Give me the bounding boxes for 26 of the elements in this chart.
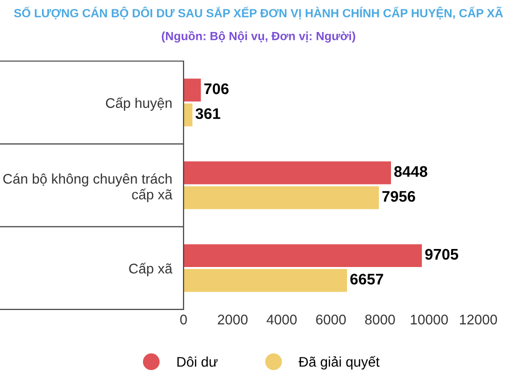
data-label: 6657	[350, 274, 384, 285]
y-tick-label: Cấp xã	[129, 262, 172, 276]
legend-label: Dôi dư	[177, 356, 218, 367]
legend-label: Đã giải quyết	[298, 356, 380, 370]
chart-title: SỐ LƯỢNG CÁN BỘ DÔI DƯ SAU SẮP XẾP ĐƠN VỊ HÀNH CHÍNH CẤP HUYỆN, CẤP XÃ	[14, 6, 503, 20]
data-label: 706	[204, 83, 229, 94]
bar	[184, 269, 348, 292]
data-label: 9705	[425, 248, 458, 260]
x-tick-label: 0	[180, 314, 187, 324]
x-tick-label: 12000	[460, 314, 497, 324]
x-tick-label: 8000	[365, 314, 395, 324]
chart-subtitle: (Nguồn: Bộ Nội vụ, Đơn vị: Người)	[162, 31, 356, 43]
x-tick-label: 2000	[218, 314, 248, 324]
bar	[184, 103, 192, 126]
data-label: 361	[196, 108, 220, 120]
bar	[184, 244, 422, 268]
y-tick-label: Cấp huyện	[106, 97, 172, 111]
x-tick-label: 10000	[410, 314, 448, 324]
bar	[184, 186, 379, 210]
x-tick-label: 4000	[266, 314, 297, 324]
bar	[184, 78, 201, 102]
bar	[184, 161, 391, 184]
x-tick-label: 6000	[316, 314, 346, 324]
data-label: 8448	[394, 166, 428, 177]
data-label: 7956	[382, 190, 416, 202]
y-tick-label: Cán bộ không chuyên trách cấp xã	[3, 173, 172, 202]
